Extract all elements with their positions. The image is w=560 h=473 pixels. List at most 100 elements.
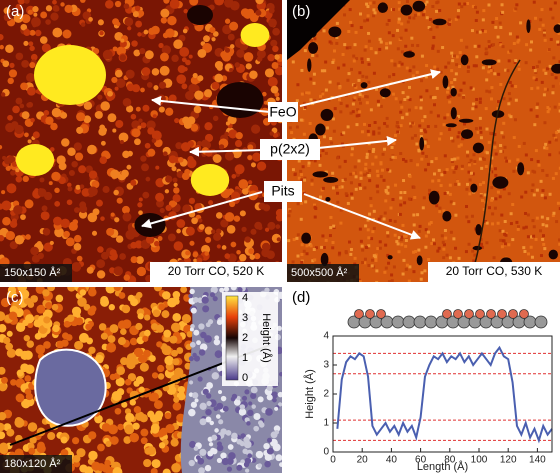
texture (323, 135, 326, 138)
texture (465, 215, 468, 218)
texture (474, 45, 477, 48)
texture (37, 241, 42, 246)
texture (50, 241, 54, 245)
texture (191, 164, 229, 196)
texture (206, 322, 211, 327)
texture (479, 158, 482, 161)
texture (444, 229, 447, 232)
texture (475, 55, 478, 58)
texture (87, 213, 97, 223)
texture (394, 184, 397, 187)
texture (549, 65, 552, 68)
texture (97, 246, 104, 253)
panel-label: (c) (6, 289, 24, 306)
texture (345, 251, 348, 254)
texture (546, 67, 549, 70)
texture (380, 162, 383, 165)
texture (143, 350, 151, 358)
texture (404, 160, 407, 163)
texture (502, 239, 505, 242)
texture (540, 8, 543, 11)
texture (250, 254, 256, 260)
texture (118, 320, 127, 329)
texture (135, 6, 141, 12)
texture (217, 65, 223, 71)
texture (366, 5, 369, 8)
texture (525, 43, 528, 46)
atom (535, 316, 547, 328)
texture (235, 62, 241, 68)
texture (329, 81, 332, 84)
texture (471, 29, 474, 32)
texture (223, 406, 229, 412)
texture (361, 261, 364, 264)
texture (358, 159, 361, 162)
texture (254, 222, 262, 230)
texture (10, 379, 17, 386)
texture (510, 222, 513, 225)
texture (482, 18, 485, 21)
texture (438, 207, 441, 210)
texture (409, 69, 412, 72)
texture (168, 234, 176, 242)
texture (433, 242, 436, 245)
texture (152, 138, 157, 143)
texture (349, 8, 352, 11)
texture (16, 98, 23, 105)
texture (482, 181, 485, 184)
texture (329, 137, 332, 140)
texture (438, 247, 441, 250)
texture (69, 222, 78, 231)
texture (157, 365, 164, 372)
texture (319, 164, 322, 167)
texture (378, 127, 381, 130)
texture (545, 147, 548, 150)
texture (20, 351, 29, 360)
colorbar (226, 296, 238, 380)
texture (164, 356, 173, 365)
atom (355, 310, 364, 319)
texture (181, 83, 187, 89)
texture (396, 29, 399, 32)
texture (541, 189, 544, 192)
texture (198, 323, 204, 329)
texture (108, 424, 118, 434)
texture (450, 137, 453, 140)
texture (394, 234, 397, 237)
texture (80, 184, 84, 188)
texture (228, 444, 234, 450)
texture (385, 42, 388, 45)
texture (52, 108, 61, 117)
texture (491, 21, 494, 24)
texture (412, 186, 415, 189)
texture (24, 132, 29, 137)
texture (453, 158, 456, 161)
texture (361, 245, 364, 248)
texture (552, 56, 555, 59)
texture (442, 256, 445, 259)
texture (194, 106, 202, 114)
texture (306, 244, 309, 247)
texture (103, 186, 110, 193)
texture (134, 406, 141, 413)
texture (435, 204, 438, 207)
texture (144, 330, 151, 337)
texture (551, 73, 554, 76)
texture (368, 150, 371, 153)
texture (354, 43, 357, 46)
colorbar-label: Height (Å) (260, 313, 273, 363)
texture (446, 123, 457, 127)
texture (78, 165, 86, 173)
texture (399, 152, 402, 155)
texture (446, 254, 449, 257)
texture (485, 128, 488, 131)
texture (368, 179, 371, 182)
texture (484, 193, 487, 196)
texture (542, 243, 545, 246)
texture (257, 463, 262, 468)
texture (119, 132, 129, 142)
texture (23, 29, 30, 36)
texture (417, 13, 420, 16)
texture (493, 72, 496, 75)
texture (303, 133, 306, 136)
